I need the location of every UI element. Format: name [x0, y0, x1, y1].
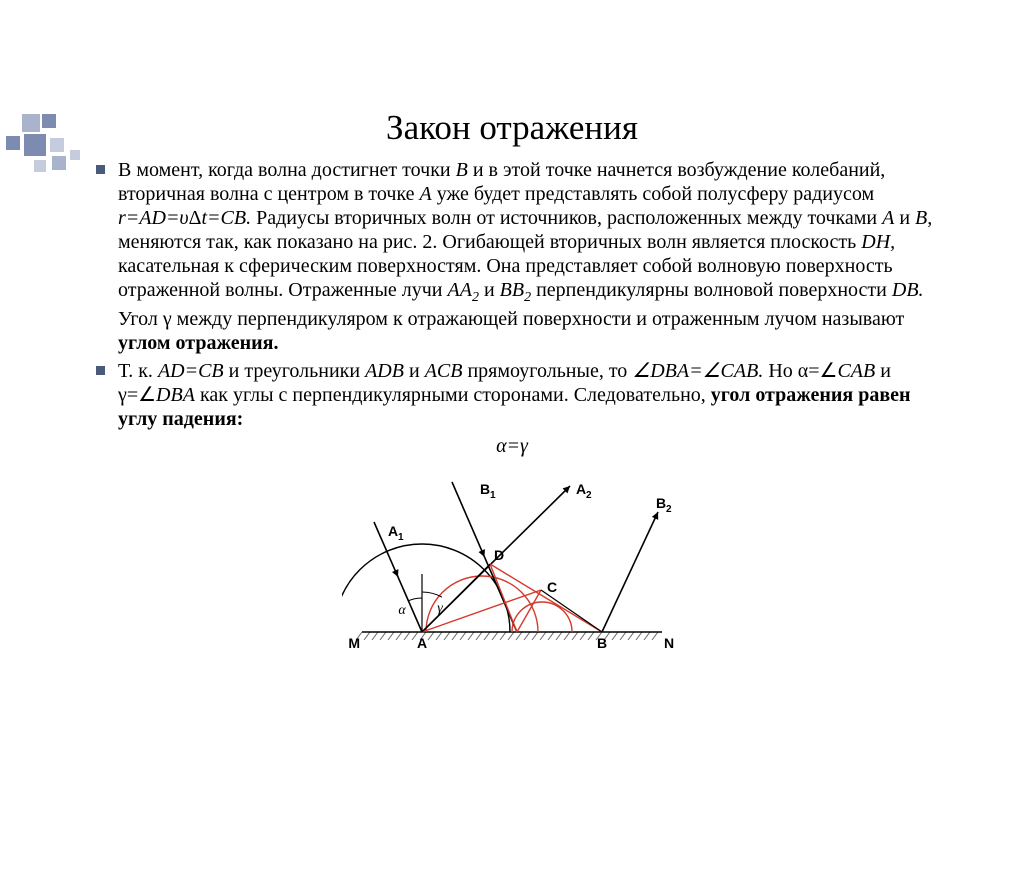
equation: α=γ — [78, 435, 946, 458]
text: и треугольники — [224, 360, 365, 382]
delta: Δ — [189, 207, 202, 229]
svg-text:A: A — [576, 481, 586, 497]
text: Угол γ между перпендикуляром к отражающе… — [118, 308, 904, 330]
italic-AA: AA — [448, 279, 472, 301]
italic-A: A — [882, 207, 894, 229]
svg-text:N: N — [664, 635, 674, 651]
text: и — [894, 207, 915, 229]
italic-adcb: AD=CB — [158, 360, 224, 382]
text: меняются так, как показано на рис. 2. Ог… — [118, 231, 861, 253]
italic-B: B, — [915, 207, 932, 229]
italic-DB: DB. — [892, 279, 924, 301]
bold-term: углом отражения. — [118, 332, 278, 354]
italic-ADB: ADB — [365, 360, 404, 382]
text: Но α=∠ — [763, 360, 837, 382]
italic-B: B — [456, 159, 468, 181]
italic-CAB: CAB — [837, 360, 875, 382]
text: прямоугольные, то — [462, 360, 632, 382]
italic-DBA: DBA — [156, 384, 195, 406]
svg-text:C: C — [547, 579, 557, 595]
italic-DH: DH, — [861, 231, 895, 253]
svg-text:γ: γ — [437, 601, 443, 616]
text: Радиусы вторичных волн от источников, ра… — [251, 207, 882, 229]
italic-BB: BB — [500, 279, 524, 301]
slide-title: Закон отражения — [78, 108, 946, 148]
svg-text:M: M — [348, 635, 360, 651]
eq-r: r=AD=υ — [118, 207, 189, 229]
sub-2: 2 — [472, 290, 479, 305]
text: В момент, когда волна достигнет точки — [118, 159, 456, 181]
text: и — [479, 279, 500, 301]
svg-text:B: B — [480, 481, 490, 497]
angle-eq: ∠DBA=∠CAB. — [632, 360, 763, 382]
svg-text:1: 1 — [490, 490, 496, 501]
svg-text:1: 1 — [398, 532, 404, 543]
svg-text:B: B — [597, 635, 607, 651]
text: перпендикулярны волновой поверхности — [531, 279, 892, 301]
reflection-diagram: MNABDCA1B1A2B2αγ — [342, 472, 682, 672]
svg-text:A: A — [388, 523, 398, 539]
svg-text:2: 2 — [666, 504, 672, 515]
svg-text:α: α — [398, 603, 406, 618]
text: Т. к. — [118, 360, 158, 382]
eq-tcb: t=CB. — [202, 207, 252, 229]
svg-text:D: D — [494, 547, 504, 563]
italic-A: A — [420, 183, 432, 205]
svg-text:B: B — [656, 495, 666, 511]
italic-ACB: ACB — [425, 360, 463, 382]
svg-text:2: 2 — [586, 490, 592, 501]
text: как углы с перпендикулярными сторонами. … — [195, 384, 711, 406]
bullet-2: Т. к. AD=CB и треугольники ADB и ACB пря… — [118, 359, 946, 431]
text: и — [404, 360, 425, 382]
text: уже будет представлять собой полусферу р… — [432, 183, 874, 205]
bullet-1: В момент, когда волна достигнет точки B … — [118, 158, 946, 355]
svg-text:A: A — [417, 635, 427, 651]
body-list: В момент, когда волна достигнет точки B … — [78, 158, 946, 431]
